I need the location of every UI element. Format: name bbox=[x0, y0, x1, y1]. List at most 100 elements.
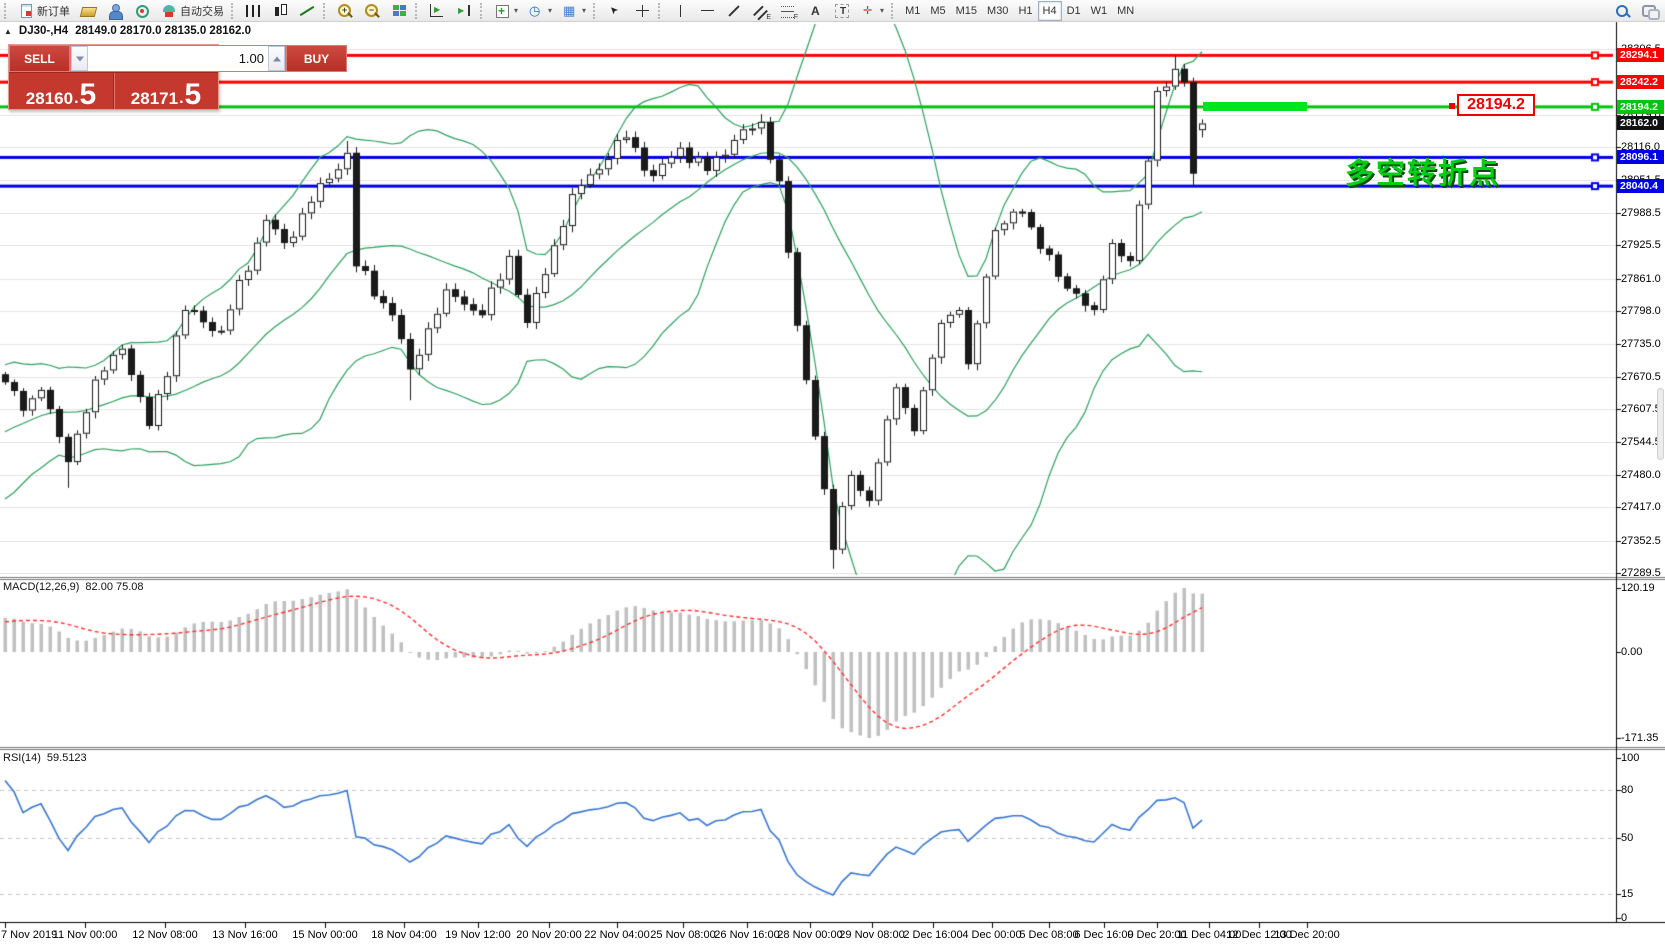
rsi-axis-label: 80 bbox=[1621, 784, 1634, 796]
chart-annotation-text: 多空转折点 bbox=[1345, 158, 1501, 190]
cursor-button[interactable] bbox=[602, 1, 629, 21]
time-axis-label: 6 Dec 16:00 bbox=[1074, 929, 1134, 941]
new-order-icon bbox=[18, 3, 35, 19]
axis-tick-label: 27798.0 bbox=[1621, 305, 1661, 318]
bar-chart-button[interactable] bbox=[240, 1, 267, 21]
label-button[interactable] bbox=[829, 1, 855, 21]
axis-tick-label: 28116.0 bbox=[1621, 141, 1660, 154]
collapse-trade-panel-icon[interactable]: ▲ bbox=[4, 26, 12, 36]
macd-axis-label: -171.35 bbox=[1621, 732, 1659, 744]
axis-tick-label: 27925.5 bbox=[1621, 239, 1661, 252]
line-chart-button[interactable] bbox=[294, 1, 321, 21]
time-axis-label: 13 Nov 16:00 bbox=[212, 929, 278, 941]
tf-h1-button[interactable]: H1 bbox=[1013, 1, 1037, 21]
fibonacci-icon bbox=[780, 3, 798, 21]
axis-tick-label: 27544.5 bbox=[1621, 435, 1661, 448]
time-axis-label: 15 Nov 00:00 bbox=[292, 929, 358, 941]
market-watch-icon bbox=[80, 3, 97, 19]
macd-axis-label: 0.00 bbox=[1621, 646, 1643, 658]
arrows-icon bbox=[860, 3, 877, 19]
text-button[interactable] bbox=[802, 1, 829, 21]
axis-tick-label: 27480.0 bbox=[1621, 468, 1661, 481]
market-watch-button[interactable] bbox=[75, 1, 102, 21]
axis-tick-label: 27607.5 bbox=[1621, 403, 1661, 416]
tf-m1-button[interactable]: M1 bbox=[900, 1, 925, 21]
indicators-button[interactable]: ▾ bbox=[489, 1, 523, 21]
pivot-highlight-bar bbox=[1203, 102, 1307, 112]
crosshair-button[interactable] bbox=[629, 1, 656, 21]
zoom-out-button[interactable] bbox=[359, 1, 386, 21]
chat-button[interactable] bbox=[1636, 1, 1663, 21]
cursor-icon bbox=[607, 3, 624, 19]
autotrading-icon bbox=[161, 3, 178, 19]
chart-shift-button[interactable] bbox=[451, 1, 478, 21]
fibonacci-button[interactable] bbox=[775, 1, 802, 21]
time-axis-label: 22 Nov 04:00 bbox=[584, 929, 650, 941]
arrows-button[interactable]: ▾ bbox=[855, 1, 889, 21]
dropdown-caret-icon: ▾ bbox=[548, 6, 553, 15]
auto-scroll-button[interactable] bbox=[424, 1, 451, 21]
axis-tick-label: 27289.5 bbox=[1621, 567, 1661, 580]
chat-icon bbox=[1641, 3, 1660, 20]
trendline-button[interactable] bbox=[721, 1, 748, 21]
new-order-button[interactable]: 新订单 bbox=[13, 1, 75, 21]
periods-button[interactable]: ▾ bbox=[523, 1, 557, 21]
vertical-line-icon bbox=[672, 3, 689, 19]
dropdown-caret-icon: ▾ bbox=[514, 6, 519, 15]
line-chart-icon bbox=[299, 3, 316, 19]
sell-button[interactable]: SELL bbox=[9, 45, 70, 72]
volume-decrease-button[interactable] bbox=[71, 46, 88, 71]
tile-windows-icon bbox=[391, 3, 408, 19]
tf-h4-button[interactable]: H4 bbox=[1037, 0, 1062, 21]
time-axis-label: 25 Nov 08:00 bbox=[650, 929, 716, 941]
tf-w1-button[interactable]: W1 bbox=[1086, 1, 1113, 21]
sell-price[interactable]: 28160 . 5 bbox=[25, 78, 97, 111]
channel-icon bbox=[753, 3, 771, 21]
time-axis-label: 13 Dec 20:00 bbox=[1274, 929, 1340, 941]
price-level-badge: 28194.2 bbox=[1617, 99, 1664, 114]
tf-m30-button[interactable]: M30 bbox=[982, 1, 1013, 21]
toolbar-separator bbox=[658, 2, 663, 19]
vertical-line-button[interactable] bbox=[667, 1, 694, 21]
chart-shift-icon bbox=[456, 3, 473, 19]
rsi-axis-label: 0 bbox=[1621, 912, 1628, 924]
chevron-down-icon bbox=[75, 56, 84, 61]
buy-button[interactable]: BUY bbox=[286, 45, 347, 72]
channel-button[interactable] bbox=[748, 1, 775, 21]
templates-button[interactable]: ▾ bbox=[557, 1, 591, 21]
time-axis-label: 26 Nov 16:00 bbox=[714, 929, 780, 941]
text-icon bbox=[807, 3, 824, 19]
buy-price[interactable]: 28171 . 5 bbox=[113, 73, 218, 110]
time-axis-label: 9 Dec 20:00 bbox=[1127, 929, 1187, 941]
toolbar-separator bbox=[4, 2, 9, 19]
tf-mn-button[interactable]: MN bbox=[1112, 1, 1139, 21]
volume-input[interactable] bbox=[88, 46, 268, 71]
vertical-scrollbar-thumb[interactable] bbox=[1657, 388, 1664, 460]
search-button[interactable] bbox=[1609, 1, 1636, 21]
autotrading-button[interactable]: 自动交易 bbox=[156, 1, 229, 21]
navigator-button[interactable] bbox=[102, 1, 129, 21]
signals-button[interactable] bbox=[129, 1, 156, 21]
candlestick-chart-button[interactable] bbox=[267, 1, 294, 21]
zoom-out-icon bbox=[364, 3, 381, 19]
tf-d1-button[interactable]: D1 bbox=[1062, 1, 1086, 21]
tile-windows-button[interactable] bbox=[386, 1, 413, 21]
horizontal-line-button[interactable] bbox=[694, 1, 721, 21]
tf-m15-button[interactable]: M15 bbox=[951, 1, 982, 21]
time-axis-label: 18 Nov 04:00 bbox=[371, 929, 437, 941]
rsi-axis-label: 15 bbox=[1621, 888, 1634, 900]
zoom-in-button[interactable] bbox=[332, 1, 359, 21]
chevron-up-icon bbox=[272, 56, 281, 61]
toolbar-separator bbox=[415, 2, 420, 19]
navigator-icon bbox=[107, 3, 124, 20]
signals-icon bbox=[134, 3, 151, 19]
time-axis-label: 5 Dec 08:00 bbox=[1019, 929, 1079, 941]
chart-ohlc-values: 28149.0 28170.0 28135.0 28162.0 bbox=[75, 25, 252, 37]
current-price-badge: 28162.0 bbox=[1617, 116, 1664, 131]
volume-increase-button[interactable] bbox=[268, 46, 285, 71]
tf-m5-button[interactable]: M5 bbox=[925, 1, 950, 21]
time-axis-label: 28 Nov 00:00 bbox=[777, 929, 843, 941]
horizontal-line-icon bbox=[699, 3, 716, 19]
